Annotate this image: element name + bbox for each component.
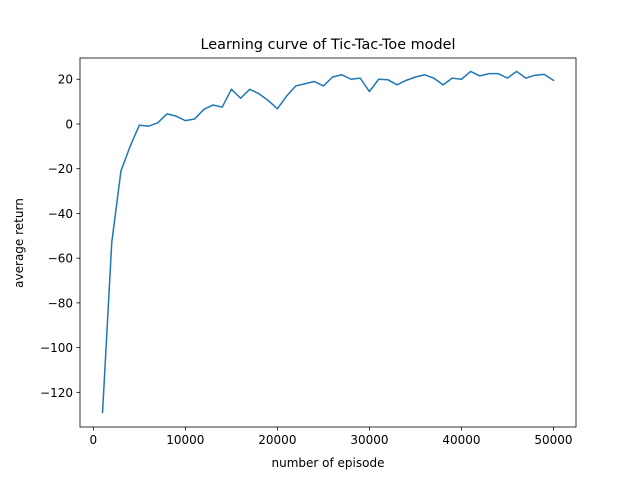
y-tick-label: 0 [65, 117, 73, 131]
y-axis-label: average return [12, 198, 26, 288]
chart-title: Learning curve of Tic-Tac-Toe model [201, 37, 456, 53]
y-tick-label: −100 [40, 341, 73, 355]
x-axis-label: number of episode [272, 456, 385, 470]
y-tick-label: −80 [48, 296, 73, 310]
plot-area [79, 57, 577, 428]
y-tick-label: −40 [48, 207, 73, 221]
y-tick-label: −120 [40, 386, 73, 400]
plot-frame [79, 57, 577, 428]
series-line-0 [101, 70, 555, 414]
x-tick-label: 0 [90, 433, 98, 447]
x-tick-label: 40000 [442, 433, 480, 447]
y-axis: −120 −100 −80 −60 −40 −20 0 20 [40, 73, 80, 400]
x-tick-label: 20000 [258, 433, 296, 447]
x-axis: 0 10000 20000 30000 40000 50000 [90, 427, 573, 447]
y-tick-label: 20 [58, 73, 73, 87]
y-tick-label: −20 [48, 162, 73, 176]
x-tick-label: 30000 [350, 433, 388, 447]
x-tick-label: 10000 [166, 433, 204, 447]
y-tick-label: −60 [48, 252, 73, 266]
x-tick-label: 50000 [534, 433, 572, 447]
